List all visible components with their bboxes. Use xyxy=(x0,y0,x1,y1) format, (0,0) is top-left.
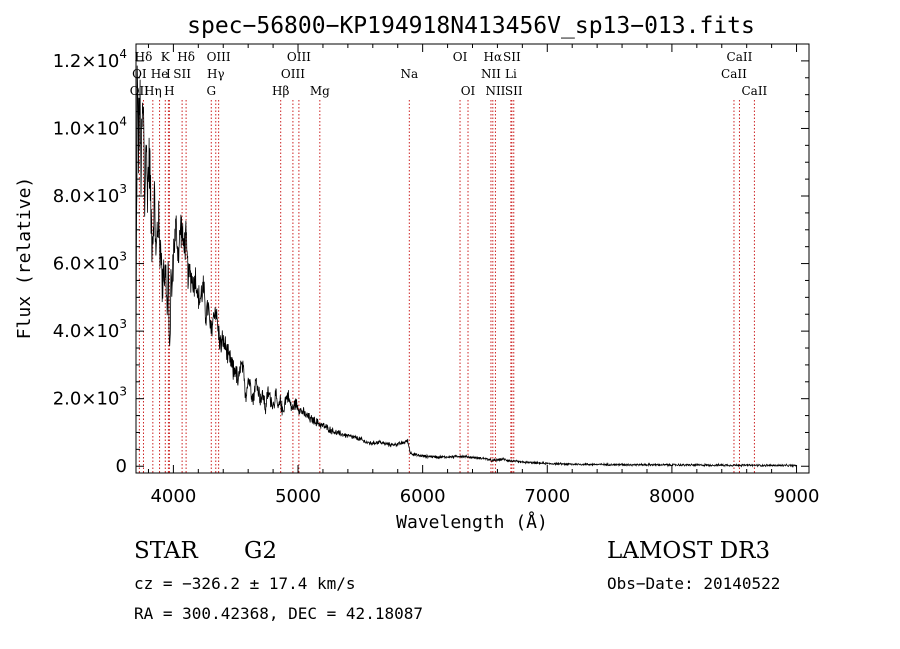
spectral-line-label: Na xyxy=(400,67,418,81)
y-axis: 0 2.0×103 4.0×103 6.0×103 8.0×103 1.0×104 1.2×… xyxy=(53,47,809,477)
spectral-line-label: Hδ xyxy=(135,50,153,64)
spectral-line-label: G xyxy=(206,84,216,98)
y-tick-label: 8.0×103 xyxy=(53,182,127,207)
chart-title: spec−56800−KP194918N413456V_sp13−013.fit… xyxy=(187,13,755,39)
spectrum-line xyxy=(135,65,797,468)
spectral-line-label: I xyxy=(166,67,171,81)
spectral-line-label: Hβ xyxy=(272,84,289,98)
x-tick-label: 5000 xyxy=(275,486,321,507)
x-tick-label: 9000 xyxy=(774,486,820,507)
spectral-line-label: NII xyxy=(485,84,505,98)
spectral-line-label: Hγ xyxy=(207,67,225,81)
spectral-line-label: NII xyxy=(481,67,501,81)
spectral-line-label: SII xyxy=(505,84,523,98)
spectral-line-label: OI xyxy=(132,67,147,81)
observation-date: Obs−Date: 20140522 xyxy=(607,574,781,593)
spectral-line-label: OI xyxy=(461,84,476,98)
spectral-line-label: Hη xyxy=(144,84,162,98)
x-axis: 4000 5000 6000 7000 8000 9000 xyxy=(147,44,820,507)
spectral-line-label: OIII xyxy=(281,67,305,81)
object-class: STAR xyxy=(134,538,198,564)
spectral-line-label: OIII xyxy=(207,50,231,64)
x-tick-label: 7000 xyxy=(524,486,570,507)
y-tick-label: 4.0×103 xyxy=(53,317,127,342)
y-tick-label: 1.2×104 xyxy=(53,47,127,72)
spectral-line-label: OII xyxy=(130,84,150,98)
coordinates: RA = 300.42368, DEC = 42.18087 xyxy=(134,604,423,623)
spectral-line-label: K xyxy=(161,50,171,64)
y-tick-label: 2.0×103 xyxy=(53,385,127,410)
spectral-line-label: Hα xyxy=(484,50,503,64)
spectral-line-label: He xyxy=(151,67,169,81)
object-subclass: G2 xyxy=(244,538,278,564)
spectrum-series xyxy=(135,65,797,468)
spectral-line-label: Mg xyxy=(310,84,330,98)
y-tick-label: 6.0×103 xyxy=(53,250,127,275)
x-axis-label: Wavelength (Å) xyxy=(396,511,548,533)
spectral-line-markers xyxy=(138,100,755,473)
spectral-line-label: Hδ xyxy=(177,50,195,64)
spectral-line-label: OI xyxy=(453,50,468,64)
spectral-line-label: SII xyxy=(503,50,521,64)
spectral-line-label: CaII xyxy=(727,50,753,64)
y-tick-label: 0 xyxy=(116,456,127,477)
x-tick-label: 4000 xyxy=(150,486,196,507)
y-tick-label: 1.0×104 xyxy=(53,114,127,139)
spectral-line-label: H xyxy=(164,84,174,98)
plot-frame xyxy=(135,43,810,474)
redshift-velocity: cz = −326.2 ± 17.4 km/s xyxy=(134,574,356,593)
spectral-line-label: CaII xyxy=(721,67,747,81)
y-axis-label: Flux (relative) xyxy=(14,177,35,340)
x-tick-label: 8000 xyxy=(649,486,695,507)
spectral-line-label: SII xyxy=(173,67,191,81)
x-tick-label: 6000 xyxy=(400,486,446,507)
spectral-line-label: OIII xyxy=(287,50,311,64)
survey-name: LAMOST DR3 xyxy=(607,538,771,564)
spectral-line-label: Li xyxy=(505,67,517,81)
spectral-line-label: CaII xyxy=(741,84,767,98)
